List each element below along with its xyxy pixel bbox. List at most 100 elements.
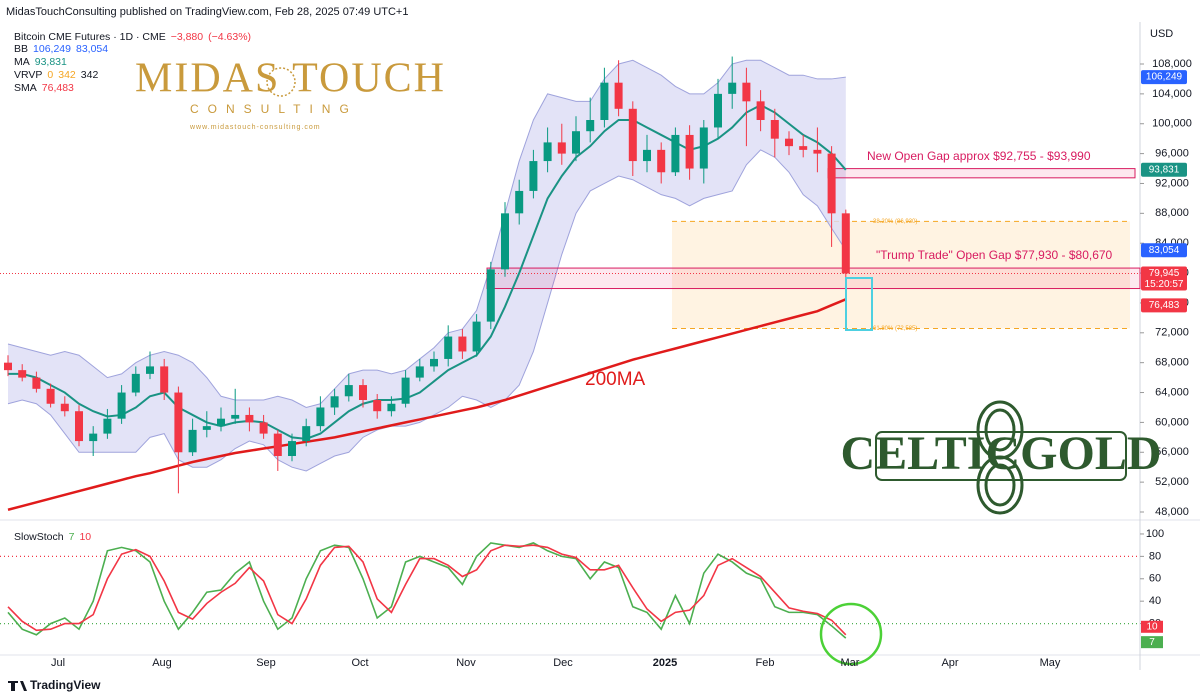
target-box	[845, 277, 873, 331]
x-tick-label: 2025	[653, 657, 677, 669]
fib-zone	[672, 221, 1130, 329]
price-badge	[1141, 298, 1187, 313]
stoch-d-line	[7, 544, 847, 636]
legend-item: 93,831	[35, 56, 67, 68]
gap-label: "Trump Trade" Open Gap $77,930 - $80,670	[876, 248, 1113, 262]
candle-body	[46, 388, 55, 404]
x-tick-label: Oct	[351, 657, 368, 669]
midas-logo: MIDAS TOUCH	[135, 56, 446, 102]
candle-body	[714, 93, 722, 128]
countdown-label: 15:20:57	[1145, 279, 1184, 290]
legend-item: SlowStoch	[14, 531, 64, 543]
candle-body	[245, 414, 254, 423]
legend-item: 106,249	[33, 43, 71, 55]
candle-body	[160, 366, 169, 393]
price-pane: USD 48,000 52,000 56,000 60,000 64,000 68,000 7…	[0, 22, 1200, 670]
legend-item: 83,054	[76, 43, 108, 55]
candle-body	[359, 385, 367, 401]
y-tick-label: 104,000	[1152, 88, 1192, 100]
candle-body	[188, 429, 197, 453]
gap-zone	[827, 168, 1136, 179]
x-tick-label: May	[1040, 657, 1061, 669]
legend-line: VRVP 0 342 342	[14, 69, 98, 81]
candle-body	[259, 422, 268, 434]
candle-body	[458, 336, 467, 352]
legend-item: Bitcoin CME Futures · 1D · CME	[14, 31, 166, 43]
y-tick-label: 68,000	[1155, 357, 1189, 369]
y-tick-label: 100,000	[1152, 118, 1192, 130]
legend-item: SMA	[14, 82, 37, 94]
candle-body	[4, 362, 12, 371]
candle-body	[572, 131, 580, 154]
currency-label: USD	[1150, 28, 1173, 40]
stoch-badge	[1141, 636, 1163, 649]
x-tick-label: Apr	[941, 657, 958, 669]
stoch-tick-label: 40	[1149, 595, 1161, 607]
legend-item: MA	[14, 56, 30, 68]
sma-annotation: 200MA	[585, 369, 646, 390]
candle-body	[444, 336, 453, 359]
candle-body	[302, 426, 311, 442]
celtic-knot	[875, 400, 1127, 515]
y-tick-label: 96,000	[1155, 148, 1189, 160]
candle-body	[841, 213, 850, 274]
legend-item: 76,483	[42, 82, 74, 94]
price-badge-label: 93,831	[1149, 164, 1180, 175]
fib-label: 38.20% (86,930)	[873, 219, 917, 225]
price-badge-label: 76,483	[1149, 300, 1180, 311]
candle-body	[557, 142, 566, 154]
candle-body	[89, 433, 98, 442]
candle-body	[387, 403, 396, 412]
candle-body	[586, 120, 595, 132]
legend-item: −3,880	[171, 31, 204, 43]
candle-body	[117, 392, 126, 419]
candle-body	[231, 414, 240, 419]
price-badge-label: 106,249	[1146, 72, 1183, 83]
candle-body	[316, 407, 325, 427]
stoch-badge-label: 7	[1149, 637, 1155, 648]
candle-body	[401, 377, 410, 404]
x-tick-label: Nov	[456, 657, 476, 669]
fib-label: 61.80% (72,585)	[873, 326, 917, 332]
y-tick-label: 64,000	[1155, 386, 1189, 398]
stoch-tick-label: 60	[1149, 573, 1161, 585]
y-tick-label: 88,000	[1155, 207, 1189, 219]
legend-item: (−4.63%)	[208, 31, 251, 43]
candle-body	[75, 411, 83, 442]
legend-item: 10	[79, 531, 91, 543]
candle-body	[515, 190, 524, 214]
candle-body	[131, 373, 140, 393]
price-badge-label: 79,945	[1149, 268, 1180, 279]
candle-body	[699, 127, 708, 169]
candle-body	[174, 392, 183, 453]
stoch-legend: SlowStoch 7 10	[14, 531, 91, 543]
y-tick-label: 56,000	[1155, 446, 1189, 458]
candle-body	[472, 321, 481, 352]
candle-body	[685, 134, 694, 169]
candle-body	[799, 146, 808, 150]
price-badge	[1141, 162, 1187, 177]
stoch-tick-label: 100	[1146, 528, 1164, 540]
stoch-badge-label: 10	[1146, 621, 1158, 632]
price-badge	[1141, 243, 1187, 258]
stoch-tick-label: 80	[1149, 550, 1161, 562]
y-tick-label: 48,000	[1155, 506, 1189, 518]
candle-body	[728, 82, 737, 94]
legend-line: Bitcoin CME Futures · 1D · CME −3,880 (−4.…	[14, 31, 251, 43]
candle-body	[742, 82, 751, 102]
bb-line	[7, 59, 846, 409]
candle-body	[373, 400, 382, 412]
highlight-circle	[819, 602, 883, 666]
candle-body	[60, 403, 69, 412]
legend-item: VRVP	[14, 69, 42, 81]
candle-body	[770, 120, 779, 139]
candle-body	[18, 370, 27, 378]
logo-mark	[266, 67, 296, 97]
bb-band	[8, 60, 846, 471]
x-tick-label: Jul	[51, 657, 65, 669]
legend-line: MA 93,831	[14, 56, 67, 68]
y-tick-label: 92,000	[1155, 177, 1189, 189]
candle-body	[614, 82, 623, 109]
candle-body	[217, 418, 225, 427]
